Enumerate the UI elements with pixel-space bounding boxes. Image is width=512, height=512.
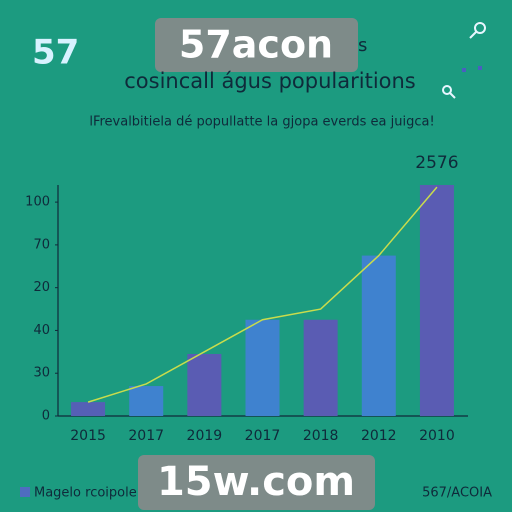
x-tick-label: 2015 — [70, 428, 106, 444]
x-tick-label: 2017 — [245, 428, 281, 444]
y-tick-label: 100 — [25, 195, 50, 210]
bar — [187, 353, 222, 416]
caption: lFrevalbitiela dé popullatte la gjopa ev… — [89, 115, 434, 130]
y-tick-label: 30 — [33, 366, 50, 381]
dot — [462, 68, 466, 72]
title-box — [155, 18, 358, 72]
bar — [129, 386, 164, 416]
dot — [478, 66, 482, 70]
x-tick-label: 2019 — [187, 428, 223, 444]
bar — [419, 185, 454, 416]
y-tick-label: 40 — [33, 323, 50, 338]
legend-label: Magelo rcoipole — [34, 486, 137, 501]
search-icon — [442, 22, 486, 99]
title-tail: s — [358, 35, 367, 56]
subtitle: cosincall águs popularitions — [124, 69, 416, 93]
line — [87, 186, 438, 403]
y-tick-label: 0 — [42, 409, 50, 424]
annotation: 2576 — [415, 153, 458, 173]
x-tick-label: 2010 — [419, 428, 455, 444]
bar — [71, 402, 106, 416]
footer-right: 567/ACOIA — [422, 486, 492, 501]
bar — [361, 255, 396, 416]
bar — [303, 319, 338, 416]
x-tick-label: 2017 — [128, 428, 164, 444]
y-tick-label: 70 — [33, 237, 50, 252]
watermark-box — [138, 455, 375, 510]
watermark: 15w.com — [157, 459, 355, 505]
y-tick-label: 20 — [33, 280, 50, 295]
x-tick-label: 2012 — [361, 428, 397, 444]
chart-title: 57acon — [179, 23, 333, 67]
x-tick-label: 2018 — [303, 428, 339, 444]
bar — [245, 319, 280, 416]
legend-swatch — [20, 487, 30, 497]
logo: 57 — [32, 33, 79, 73]
